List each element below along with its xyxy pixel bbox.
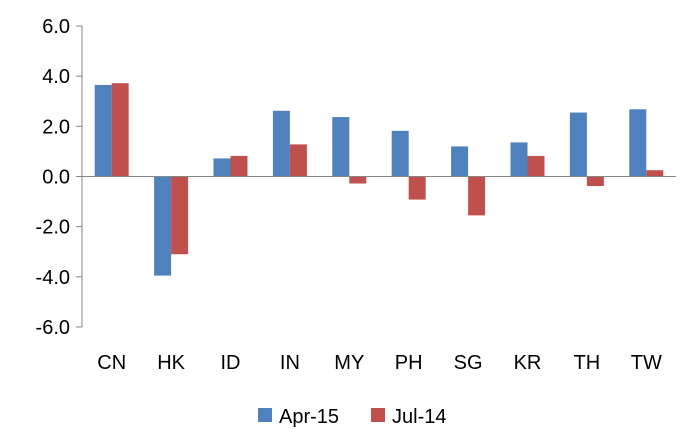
legend-swatch xyxy=(258,408,272,422)
x-axis: CN HK ID IN MY PH SG KR TH TW xyxy=(82,176,676,374)
x-tick-label: TW xyxy=(631,352,662,374)
bars xyxy=(94,83,664,276)
y-tick-label: 2.0 xyxy=(42,116,70,138)
bar-apr-15-cn xyxy=(94,84,112,177)
x-tick-label: MY xyxy=(334,352,364,374)
bar-apr-15-tw xyxy=(629,109,647,177)
legend-label: Apr-15 xyxy=(279,406,339,428)
bar-jul-14-hk xyxy=(171,176,189,255)
y-tick-label: -4.0 xyxy=(36,267,70,289)
x-tick-label: PH xyxy=(395,352,423,374)
legend: Apr-15 Jul-14 xyxy=(258,406,446,428)
bar-apr-15-th xyxy=(569,112,587,177)
bar-jul-14-ph xyxy=(408,176,426,200)
bar-apr-15-kr xyxy=(510,142,528,177)
y-tick-label: 6.0 xyxy=(42,16,70,38)
y-tick-label: 0.0 xyxy=(42,167,70,189)
y-tick-label: -2.0 xyxy=(36,217,70,239)
x-tick-label: KR xyxy=(514,352,542,374)
legend-label: Jul-14 xyxy=(392,406,446,428)
y-tick-label: -6.0 xyxy=(36,317,70,339)
bar-apr-15-my xyxy=(332,117,350,177)
bar-apr-15-sg xyxy=(451,146,469,177)
x-tick-label: ID xyxy=(221,352,241,374)
bar-jul-14-my xyxy=(349,176,367,184)
y-tick-label: 4.0 xyxy=(42,66,70,88)
bar-apr-15-ph xyxy=(391,130,409,177)
x-tick-label: IN xyxy=(280,352,300,374)
bar-jul-14-kr xyxy=(527,155,545,177)
bar-jul-14-tw xyxy=(646,170,664,177)
bar-apr-15-id xyxy=(213,158,231,177)
bar-jul-14-id xyxy=(230,155,248,177)
y-axis: -6.0 -4.0 -2.0 0.0 2.0 4.0 6.0 xyxy=(36,16,83,339)
bar-jul-14-in xyxy=(289,144,307,177)
bar-jul-14-cn xyxy=(111,83,129,177)
x-tick-label: SG xyxy=(454,352,483,374)
bar-apr-15-in xyxy=(272,110,290,177)
bar-jul-14-th xyxy=(586,176,604,187)
bar-apr-15-hk xyxy=(154,176,172,276)
bar-jul-14-sg xyxy=(468,176,486,216)
legend-swatch xyxy=(371,408,385,422)
x-tick-label: TH xyxy=(574,352,601,374)
x-tick-label: HK xyxy=(157,352,185,374)
x-tick-label: CN xyxy=(97,352,126,374)
